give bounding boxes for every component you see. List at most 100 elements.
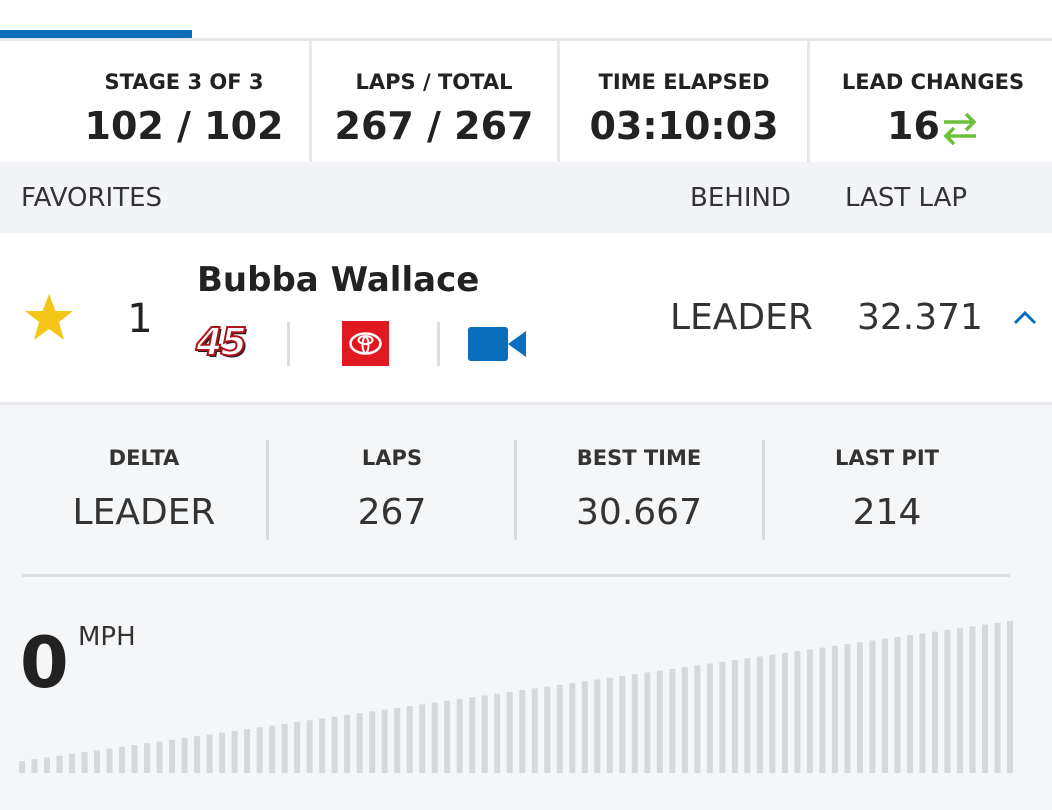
gauge-bar [994, 622, 1001, 773]
divider [22, 574, 1010, 577]
stat-label: LEAD CHANGES [841, 70, 1025, 94]
detail-label: BEST TIME [576, 446, 702, 470]
divider [266, 440, 269, 540]
active-tab-indicator [0, 30, 192, 38]
gauge-bar [731, 659, 738, 773]
gauge-bar [119, 746, 126, 773]
gauge-bar [581, 681, 588, 773]
detail-value: 267 [357, 492, 427, 533]
stat-value: 16 [887, 104, 940, 148]
gauge-bar [494, 693, 501, 773]
gauge-bar [431, 702, 438, 773]
gauge-bar [981, 624, 988, 773]
gauge-bar [956, 628, 963, 773]
gauge-bar [481, 695, 488, 773]
gauge-bar [881, 638, 888, 773]
gauge-bar [56, 755, 63, 773]
gauge-bar [406, 706, 413, 773]
gauge-bar [769, 654, 776, 773]
gauge-bar [794, 651, 801, 773]
gauge-bar [331, 716, 338, 773]
gauge-bar [381, 709, 388, 773]
stat-label: STAGE 3 OF 3 [104, 70, 264, 94]
gauge-bar [394, 707, 401, 773]
gauge-bar [931, 631, 938, 773]
gauge-bar [144, 743, 151, 773]
gauge-bar [256, 727, 263, 773]
gauge-bar [631, 674, 638, 773]
column-header: BEHIND [690, 183, 791, 213]
gauge-bar [469, 697, 476, 773]
gauge-bar [969, 626, 976, 773]
gauge-bar [556, 684, 563, 773]
gauge-bar [44, 757, 51, 773]
gauge-bar [706, 663, 713, 773]
gauge-bar [169, 739, 176, 773]
collapse-button[interactable] [1012, 308, 1038, 326]
gauge-bar [319, 718, 326, 773]
camera-button[interactable] [468, 327, 526, 361]
speed-value: 0 [20, 622, 69, 704]
details-panel [0, 402, 1052, 810]
stat-label: TIME ELAPSED [598, 70, 770, 94]
gauge-bar [294, 722, 301, 773]
favorite-star[interactable] [22, 292, 76, 344]
manufacturer-logo [342, 321, 389, 366]
stat-value: 03:10:03 [589, 104, 779, 148]
gauge-bar [369, 711, 376, 773]
gauge-bar [781, 652, 788, 773]
column-header: FAVORITES [21, 183, 163, 213]
gauge-bar [544, 686, 551, 773]
gauge-bar [819, 647, 826, 773]
last-lap: 32.371 [857, 297, 983, 338]
stat-value: 102 / 102 [84, 104, 284, 148]
gauge-bar [281, 723, 288, 773]
gauge-bar [156, 741, 163, 773]
speed-gauge [19, 621, 1013, 773]
gauge-bar [856, 642, 863, 773]
car-number: 45 [195, 319, 248, 365]
gauge-bar [906, 635, 913, 773]
gauge-bar [844, 644, 851, 773]
column-header: LAST LAP [845, 183, 968, 213]
detail-value: 214 [852, 492, 922, 533]
gauge-bar [419, 704, 426, 773]
detail-label: LAPS [361, 446, 423, 470]
gauge-bar [644, 672, 651, 773]
gauge-bar [669, 668, 676, 773]
divider [309, 41, 312, 162]
gauge-bar [444, 700, 451, 773]
gauge-bar [744, 658, 751, 773]
gauge-bar [569, 683, 576, 773]
driver-name[interactable]: Bubba Wallace [197, 260, 480, 300]
divider [437, 322, 440, 366]
gauge-bar [606, 677, 613, 773]
gauge-bar [69, 753, 76, 773]
gauge-bar [306, 720, 313, 773]
gauge-bar [194, 736, 201, 773]
gauge-bar [531, 688, 538, 773]
gauge-bar [1007, 621, 1013, 773]
gauge-bar [219, 732, 226, 773]
gauge-bar [269, 725, 276, 773]
behind: LEADER [670, 297, 813, 338]
table-header [0, 162, 1052, 233]
gauge-bar [806, 649, 813, 773]
gauge-bar [94, 750, 101, 773]
gauge-bar [231, 730, 238, 773]
gauge-bar [19, 761, 25, 773]
detail-label: DELTA [108, 446, 180, 470]
gauge-bar [206, 734, 213, 773]
gauge-bar [719, 661, 726, 773]
divider [0, 38, 1052, 41]
divider [762, 440, 765, 540]
divider [557, 41, 560, 162]
gauge-bar [694, 665, 701, 773]
gauge-bar [81, 752, 88, 773]
gauge-bar [756, 656, 763, 773]
gauge-bar [656, 670, 663, 773]
stat-value: 267 / 267 [334, 104, 534, 148]
gauge-bar [594, 679, 601, 773]
gauge-bar [619, 675, 626, 773]
